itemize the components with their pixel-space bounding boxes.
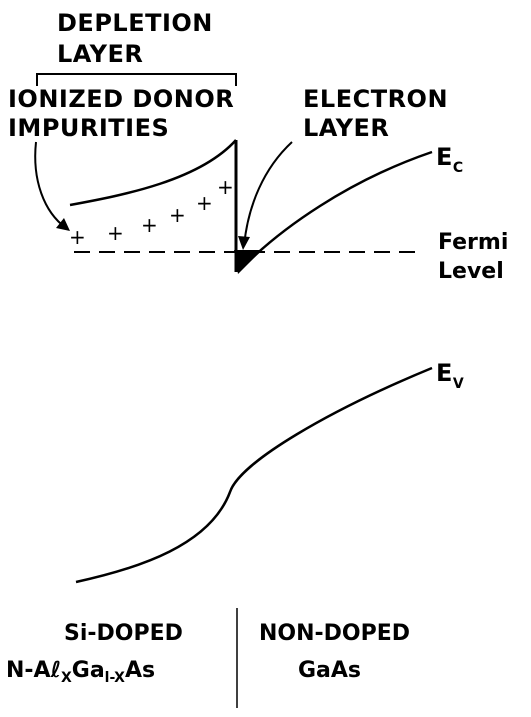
ionized-arrow-line [34,141,67,229]
right-region-label-line1: NON-DOPED [259,621,410,646]
ionized-label-line1: IONIZED DONOR [8,85,234,113]
valence-band-label: EV [436,359,464,392]
ec-sub: C [453,160,464,176]
ionized-label-line2: IMPURITIES [8,114,169,142]
depletion-label-line2: LAYER [57,40,143,68]
ec-main: E [436,143,453,171]
ev-main: E [436,359,453,387]
electron-label-line2: LAYER [303,114,389,142]
left-region-label-line2: N-AℓXGal-XAs [6,658,155,686]
left-region-label-line1: Si-DOPED [64,621,183,646]
fermi-label-line1: Fermi [438,230,508,255]
fermi-label-line2: Level [438,259,504,284]
donor-plus-4: + [169,203,186,227]
conduction-band-left [69,139,237,207]
depletion-bracket [36,73,237,86]
electron-arrow-line [243,141,293,247]
donor-plus-2: + [107,221,124,245]
electron-arrowhead [238,236,250,250]
conduction-band-label: EC [436,143,464,176]
ionized-arrowhead [56,218,70,231]
donor-plus-5: + [196,191,213,215]
right-region-label-line2: GaAs [298,658,361,683]
electron-label-line1: ELECTRON [303,85,448,113]
valence-band-curve [75,366,433,584]
conduction-band-right [237,150,433,273]
depletion-label-line1: DEPLETION [57,9,213,37]
donor-plus-3: + [141,213,158,237]
donor-plus-6: + [217,175,234,199]
ev-sub: V [453,376,464,392]
donor-plus-1: + [69,225,86,249]
